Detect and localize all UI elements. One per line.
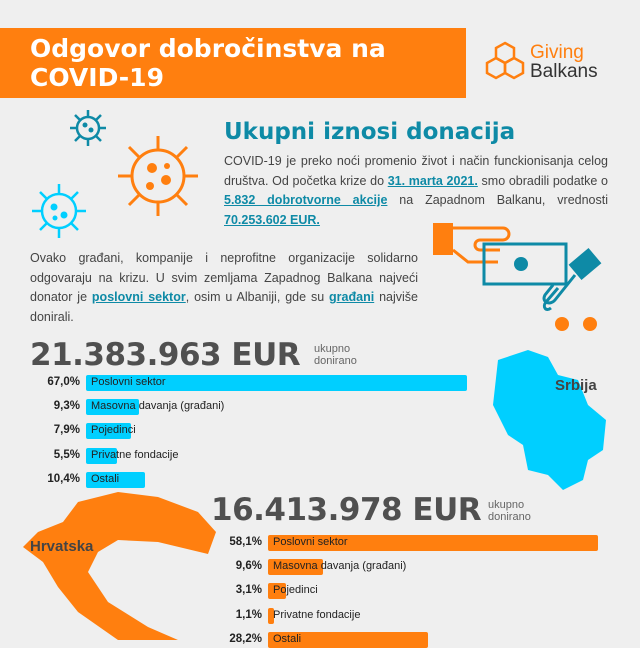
- serbia-total: 21.383.963 EUR: [30, 337, 301, 373]
- bar: [86, 375, 467, 391]
- percent-value: 58,1%: [229, 536, 262, 548]
- category-label: Privatne fondacije: [91, 448, 179, 461]
- note-line: donirano: [314, 355, 357, 367]
- note-line: donirano: [488, 511, 531, 523]
- country-label-croatia: Hrvatska: [30, 538, 94, 555]
- percent-value: 67,0%: [47, 376, 80, 388]
- breakdown-row: 5,5% Privatne fondacije: [20, 447, 480, 464]
- breakdown-row: 58,1% Poslovni sektor: [202, 535, 640, 551]
- breakdown-row: 7,9% Pojedinci: [20, 423, 480, 440]
- percent-value: 3,1%: [235, 584, 262, 597]
- bar: [86, 399, 139, 416]
- serbia-total-note: ukupno donirano: [314, 343, 357, 367]
- category-label: Pojedinci: [273, 584, 318, 597]
- hexagon-logo-icon: [485, 41, 525, 80]
- percent-value: 5,5%: [53, 448, 80, 461]
- donation-hands-illustration: [433, 223, 602, 331]
- bar: [86, 447, 118, 464]
- percent-value: 10,4%: [47, 472, 80, 485]
- croatia-map: [23, 492, 216, 640]
- country-label-serbia: Srbija: [555, 377, 597, 394]
- category-label: Ostali: [91, 472, 120, 485]
- solidarity-paragraph: Ovako građani, kompanije i neprofitne or…: [30, 249, 418, 327]
- logo-text-balkans: Balkans: [530, 61, 598, 82]
- category-label: Privatne fondacije: [273, 608, 361, 621]
- category-label: Masovna davanja (građani): [273, 560, 407, 573]
- text: na Zapadnom Balkanu, vrednosti: [387, 193, 608, 207]
- category-label: Masovna davanja (građani): [91, 400, 225, 413]
- title-line-2: COVID-19: [30, 63, 164, 92]
- percent-value: 28,2%: [229, 632, 262, 645]
- percent-value: 7,9%: [53, 424, 80, 437]
- breakdown-row: 9,6% Masovna davanja (građani): [202, 559, 640, 576]
- text: smo obradili podatke o: [477, 173, 608, 188]
- note-line: ukupno: [314, 343, 351, 355]
- value-link[interactable]: 70.253.602 EUR.: [224, 212, 320, 227]
- breakdown-row: 3,1% Pojedinci: [202, 583, 640, 600]
- bar: [268, 559, 323, 576]
- bar: [268, 535, 598, 551]
- breakdown-row: 10,4% Ostali: [20, 471, 480, 488]
- category-label: Poslovni sektor: [273, 536, 348, 548]
- virus-icon-large: [118, 136, 198, 216]
- bar: [86, 423, 131, 440]
- text: COVID-19 je preko noći promenio život i …: [224, 154, 608, 188]
- category-label: Ostali: [273, 632, 302, 645]
- croatia-total-note: ukupno donirano: [488, 499, 531, 523]
- breakdown-row: 67,0% Poslovni sektor: [20, 375, 480, 391]
- category-label: Pojedinci: [91, 424, 136, 437]
- bar: [86, 471, 146, 488]
- logo-text-giving: Giving: [530, 42, 584, 63]
- serbia-map: [493, 350, 606, 490]
- intro-paragraph: COVID-19 je preko noći promenio život i …: [224, 152, 608, 230]
- citizens-link[interactable]: građani: [329, 290, 375, 304]
- business-sector-link[interactable]: poslovni sektor: [91, 290, 186, 304]
- percent-value: 1,1%: [235, 608, 262, 621]
- bar: [268, 583, 286, 600]
- title-line-1: Odgovor dobročinstva na: [30, 34, 386, 63]
- category-label: Poslovni sektor: [91, 376, 166, 388]
- title-banner: Odgovor dobročinstva na COVID-19: [0, 28, 466, 98]
- giving-balkans-logo: Giving Balkans: [484, 40, 624, 84]
- text: , osim u Albaniji, gde su: [185, 290, 330, 304]
- virus-icon-small: [70, 110, 106, 146]
- virus-icon-cyan: [32, 184, 86, 238]
- breakdown-row: 9,3% Masovna davanja (građani): [20, 399, 480, 416]
- percent-value: 9,3%: [53, 400, 80, 413]
- percent-value: 9,6%: [235, 560, 262, 573]
- bar: [268, 607, 275, 624]
- text: Ovako građani, kompanije i neprofitne or…: [30, 251, 418, 304]
- note-line: ukupno: [488, 499, 525, 511]
- text: najviše donirali.: [30, 290, 419, 324]
- breakdown-row: 1,1% Privatne fondacije: [202, 607, 640, 624]
- date-link[interactable]: 31. marta 2021.: [387, 173, 478, 188]
- actions-link[interactable]: 5.832 dobrotvorne akcije: [224, 193, 388, 207]
- section-heading: Ukupni iznosi donacija: [224, 119, 516, 145]
- croatia-total: 16.413.978 EUR: [211, 492, 482, 528]
